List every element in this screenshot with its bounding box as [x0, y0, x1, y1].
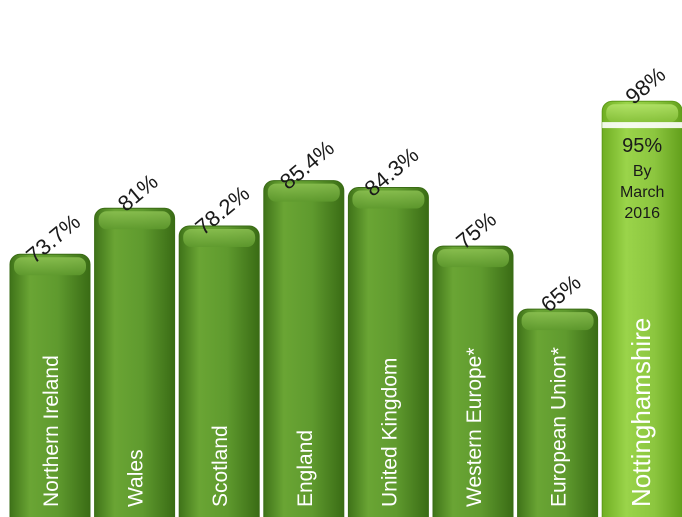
- category-label-0: Northern Ireland: [40, 355, 63, 507]
- bar-top-3: [267, 183, 340, 202]
- category-label-5: Western Europe*: [463, 347, 486, 507]
- bar-0: [9, 253, 91, 517]
- bar-6: [517, 308, 599, 517]
- target-divider: [602, 122, 682, 129]
- bar-top-1: [98, 211, 171, 230]
- category-label-6: European Union*: [548, 347, 571, 507]
- target-value-label: 95%: [622, 135, 662, 157]
- bar-top-2: [183, 228, 256, 247]
- bar-top-5: [437, 249, 509, 268]
- bars-layer: [9, 100, 682, 517]
- bar-3: [263, 180, 345, 517]
- category-label-3: England: [294, 430, 317, 507]
- target-note-line-0: By: [633, 163, 652, 180]
- bar-4: [347, 187, 429, 517]
- bar-top-4: [352, 190, 425, 209]
- category-label-1: Wales: [125, 449, 148, 507]
- bar-top-0: [14, 257, 86, 276]
- bar-2: [178, 225, 260, 517]
- bar-1: [94, 207, 176, 517]
- bar-7: [601, 100, 682, 517]
- bar-5: [432, 245, 514, 517]
- bar-top-6: [521, 312, 594, 331]
- target-note-line-1: March: [620, 184, 664, 201]
- category-label-7: Nottinghamshire: [626, 318, 656, 507]
- category-label-2: Scotland: [209, 425, 232, 507]
- category-label-4: United Kingdom: [378, 358, 401, 507]
- bar-top-7: [606, 104, 679, 123]
- target-note-line-2: 2016: [624, 205, 660, 222]
